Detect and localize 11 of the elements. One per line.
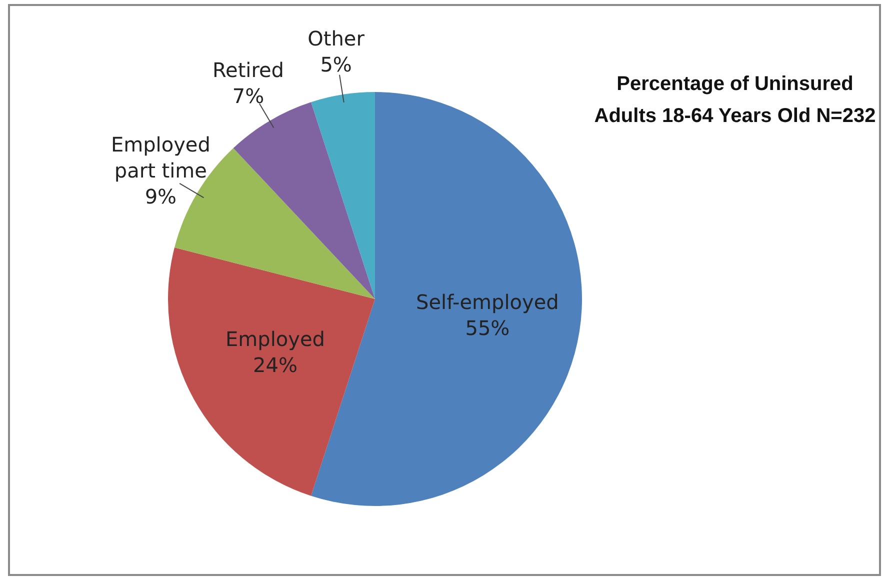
data-label: 24% bbox=[253, 353, 298, 378]
slice-label: Retired bbox=[212, 58, 284, 82]
slice-label: Self-employed bbox=[416, 290, 559, 314]
slice-label: Employed bbox=[226, 327, 325, 352]
data-label: 55% bbox=[465, 316, 510, 340]
data-label: 9% bbox=[144, 184, 177, 208]
data-label: 5% bbox=[320, 52, 352, 76]
slice-label: Other bbox=[308, 26, 366, 50]
text: Percentage of Uninsured Adults 18-64 Years Old N=232 bbox=[593, 72, 877, 129]
data-label: 7% bbox=[232, 84, 264, 108]
slice-label: Employed part time bbox=[110, 132, 210, 182]
